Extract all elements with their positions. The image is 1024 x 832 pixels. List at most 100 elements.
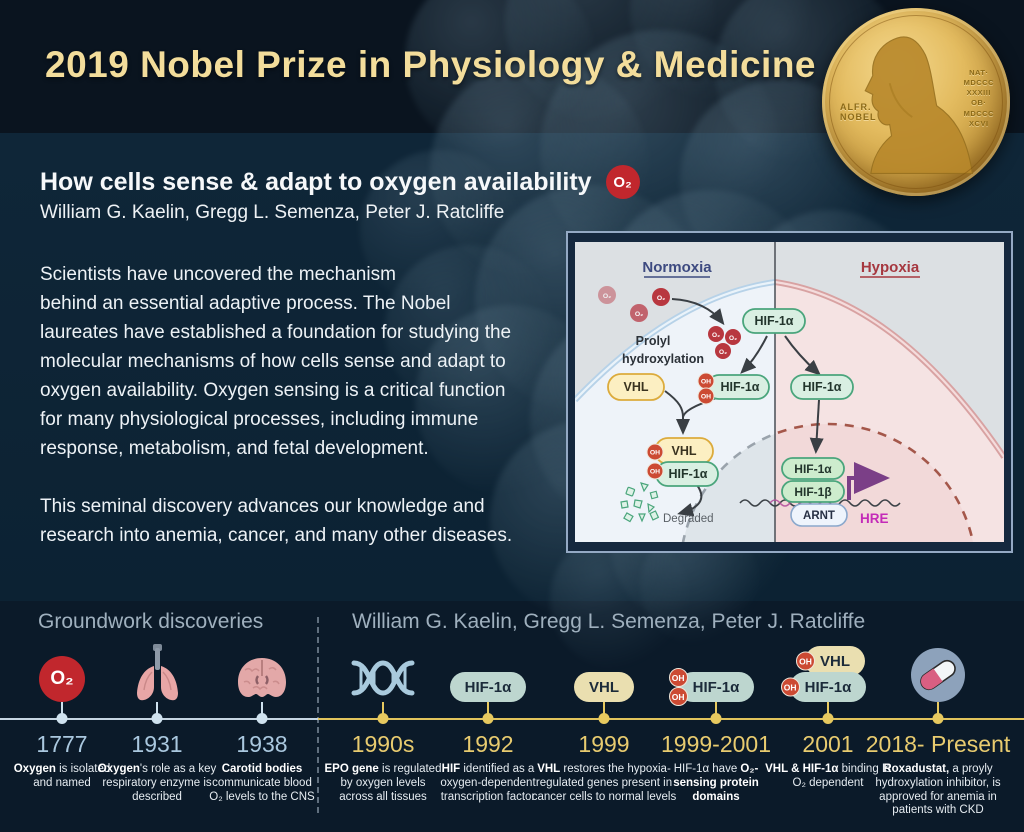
protein-pills: OH VHL OH HIF-1α (780, 646, 867, 702)
timeline-item-1931: 1931 Oxygen's role as a key respiratory e… (91, 640, 223, 804)
mechanism-diagram: Normoxia Hypoxia O₂ O₂ O₂ O₂ O₂ O₂ (572, 242, 1007, 542)
timeline-pill: HIF-1α (449, 672, 527, 702)
svg-text:VHL: VHL (672, 444, 697, 458)
timeline-stem (61, 702, 63, 719)
mechanism-diagram-frame: Normoxia Hypoxia O₂ O₂ O₂ O₂ O₂ O₂ (566, 231, 1013, 553)
svg-text:O₂: O₂ (712, 332, 720, 339)
pathway-arrows (664, 298, 824, 517)
transcription-arrow (847, 462, 890, 500)
o2-icon: O₂ (39, 656, 85, 702)
o2-molecules: O₂ O₂ O₂ O₂ O₂ O₂ (598, 286, 741, 359)
o2-badge-icon: O₂ (605, 165, 640, 199)
timeline-year: 1777 (36, 731, 88, 757)
svg-text:O₂: O₂ (719, 349, 727, 356)
vhl-pill: VHL (607, 373, 665, 401)
laureates-header: William G. Kaelin, Gregg L. Semenza, Pet… (352, 610, 866, 633)
timeline-description: VHL restores the hypoxia-regulated genes… (531, 763, 677, 803)
normoxia-label: Normoxia (642, 259, 712, 276)
timeline-icon (350, 640, 416, 702)
timeline-pill: VHL (574, 672, 634, 702)
hif-complex-nucleus: HIF-1α HIF-1β ARNT (781, 457, 848, 527)
timeline-dot (256, 713, 268, 724)
svg-text:O₂: O₂ (729, 335, 737, 342)
timeline-year: 1938 (236, 731, 288, 757)
degraded-label: Degraded (663, 513, 714, 525)
timeline-item-2018-Present: 2018- Present Roxadustat, a proyly hydrox… (865, 640, 1011, 818)
timeline-stem (261, 702, 263, 719)
protein-pills: HIF-1α (449, 672, 527, 702)
timeline-year: 1990s (351, 731, 415, 757)
subtitle-row: How cells sense & adapt to oxygen availa… (40, 165, 640, 199)
summary-paragraphs: Scientists have uncovered the mechanism … (40, 264, 513, 546)
svg-text:O₂: O₂ (635, 311, 643, 318)
hypoxia-label: Hypoxia (861, 259, 920, 276)
protein-pills: OH OH HIF-1α (668, 668, 755, 706)
hre-label: HRE (860, 511, 889, 526)
timeline-pill: OH HIF-1α (780, 672, 867, 702)
timeline-icon (911, 640, 965, 702)
timeline-year: 1999 (578, 731, 630, 757)
drug-capsule-icon (911, 648, 965, 702)
timeline-year: 2018- Present (865, 731, 1011, 757)
timeline-icon (233, 640, 291, 702)
hif1a-pill-hypoxia: HIF-1α (790, 374, 854, 400)
svg-text:HIF-1α: HIF-1α (755, 314, 794, 328)
timeline-item-1990s: 1990s EPO gene is regulated by oxygen lev… (323, 640, 443, 804)
nobel-profile-icon (864, 36, 974, 175)
vhl-hif1a-complex: VHL HIF-1α OH OH (646, 437, 719, 487)
timeline-line-right (318, 718, 1024, 720)
timeline-item-1999-2001: OH OH HIF-1α 1999-2001 HIF-1α have O₂-sensin… (659, 640, 773, 804)
timeline-dot (710, 713, 722, 724)
timeline-description: Oxygen is isolated and named (13, 763, 111, 789)
svg-text:OH: OH (701, 379, 711, 386)
svg-text:HIF-1α: HIF-1α (721, 380, 760, 394)
timeline-stem (382, 702, 384, 719)
dna-icon (351, 660, 415, 696)
timeline-description: HIF identified as a oxygen-dependent tra… (440, 763, 536, 803)
timeline-description: Carotid bodies communicate blood O₂ leve… (209, 763, 315, 803)
timeline-description: EPO gene is regulated by oxygen levels a… (324, 763, 442, 803)
timeline-year: 1931 (131, 731, 183, 757)
timeline-stem (715, 702, 717, 719)
medal-left-text: ALFR. NOBEL (840, 102, 877, 122)
nobel-medal-icon: ALFR. NOBEL NAT· MDCCC XXXIII OB· MDCCC XCVI (822, 8, 1010, 196)
medal-right-text: NAT· MDCCC XXXIII OB· MDCCC XCVI (963, 68, 994, 128)
timeline-item-1938: 1938 Carotid bodies communicate blood O₂ … (205, 640, 319, 804)
laureate-names: William G. Kaelin, Gregg L. Semenza, Pet… (40, 202, 505, 223)
timeline-dot (151, 713, 163, 724)
nucleus-outline-right (775, 422, 975, 542)
timeline-stem (603, 702, 605, 719)
timeline-year: 2001 (802, 731, 854, 757)
timeline-item-1777: O₂ 1777 Oxygen is isolated and named (6, 640, 118, 791)
page-title: 2019 Nobel Prize in Physiology & Medicin… (45, 44, 816, 85)
prolyl-label-2: hydroxylation (622, 352, 704, 366)
timeline-dot (377, 713, 389, 724)
timeline-dot (932, 713, 944, 724)
timeline-item-2001: OH VHL OH HIF-1α 2001 VHL & HIF-1α binding Is… (760, 640, 896, 791)
hif1a-oh-pill: HIF-1α OH OH (697, 372, 770, 405)
timeline-icon: VHL (574, 640, 634, 702)
svg-text:HIF-1α: HIF-1α (794, 462, 832, 476)
timeline-year: 1999-2001 (661, 731, 771, 757)
timeline-stem (827, 702, 829, 719)
timeline-item-1999: VHL 1999 VHL restores the hypoxia-regulate… (531, 640, 677, 804)
svg-text:OH: OH (650, 469, 660, 476)
timeline-icon: OH OH HIF-1α (668, 640, 755, 706)
prolyl-label-1: Prolyl (636, 334, 671, 348)
timeline-divider (317, 617, 319, 813)
groundwork-header: Groundwork discoveries (38, 610, 264, 633)
timeline-dot (56, 713, 68, 724)
timeline-stem (487, 702, 489, 719)
timeline-dot (598, 713, 610, 724)
timeline-icon: O₂ (39, 640, 85, 702)
svg-text:OH: OH (701, 394, 711, 401)
timeline-dot (482, 713, 494, 724)
timeline-pill: OH VHL (795, 646, 865, 676)
timeline-description: VHL & HIF-1α binding Is O₂ dependent (765, 763, 891, 789)
timeline-stem (156, 702, 158, 719)
svg-text:O₂: O₂ (603, 293, 611, 300)
hif1a-pill-top: HIF-1α (742, 308, 806, 334)
svg-text:HIF-1α: HIF-1α (669, 467, 708, 481)
svg-text:HIF-1α: HIF-1α (803, 380, 842, 394)
